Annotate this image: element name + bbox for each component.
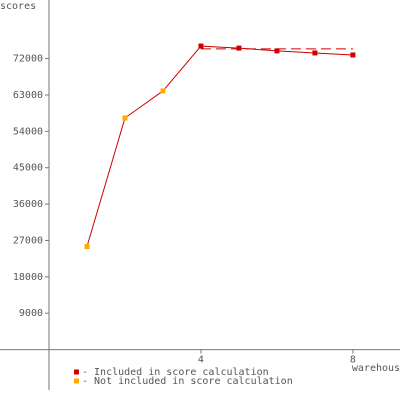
y-tick-label: 27000	[13, 235, 43, 246]
x-axis-label: warehouses	[352, 363, 400, 374]
legend-label: - Included in score calculation	[82, 367, 269, 378]
y-tick-label: 18000	[13, 272, 43, 283]
point	[274, 48, 280, 54]
y-tick-label: 9000	[19, 308, 43, 319]
point	[122, 115, 128, 121]
point	[350, 52, 356, 58]
series-line	[86, 90, 164, 247]
legend-marker	[74, 378, 79, 384]
y-tick-label: 36000	[13, 199, 43, 210]
legend-label: - Not included in score calculation	[82, 376, 293, 387]
y-tick-label: 45000	[13, 163, 43, 174]
point	[198, 43, 204, 49]
point	[236, 45, 242, 51]
point	[312, 50, 318, 56]
connector-line	[162, 45, 202, 92]
y-axis-label: scores	[0, 1, 36, 12]
y-tick-label: 54000	[13, 126, 43, 137]
y-tick-label: 72000	[13, 54, 43, 65]
point	[84, 244, 90, 250]
point	[160, 88, 166, 94]
y-tick-label: 63000	[13, 90, 43, 101]
x-tick-label: 4	[198, 355, 204, 366]
x-tick-label: 8	[350, 355, 356, 366]
legend-marker	[74, 369, 79, 375]
